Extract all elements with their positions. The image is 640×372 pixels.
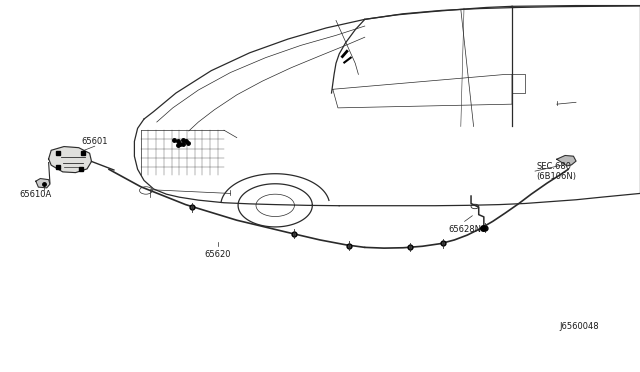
Text: 65601: 65601 (81, 137, 108, 146)
Polygon shape (557, 155, 576, 166)
Text: 65610A: 65610A (19, 190, 51, 199)
Text: (6B106N): (6B106N) (536, 172, 576, 181)
Text: SEC.680: SEC.680 (536, 162, 572, 171)
Polygon shape (36, 179, 50, 188)
Text: J6560048: J6560048 (559, 322, 599, 331)
Polygon shape (49, 147, 92, 173)
Text: 65628N: 65628N (448, 225, 481, 234)
Text: 65620: 65620 (204, 250, 231, 259)
